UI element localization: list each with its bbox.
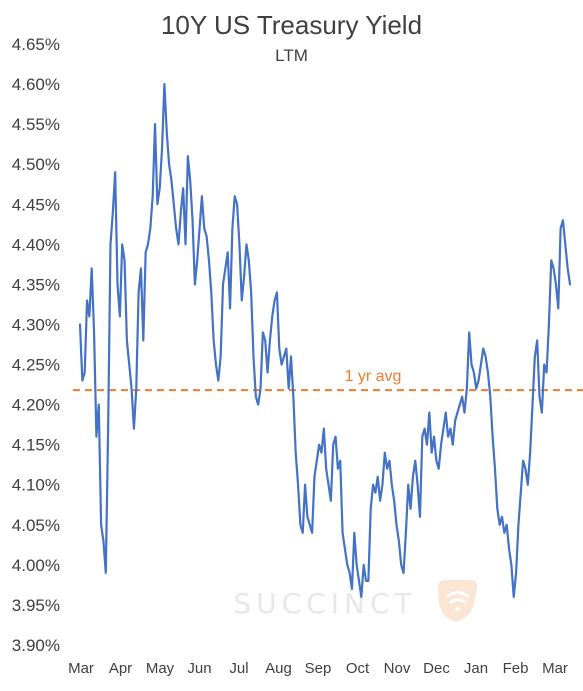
- x-tick-label: Apr: [109, 660, 132, 677]
- x-tick-label: Nov: [384, 660, 411, 677]
- x-tick-label: Aug: [265, 660, 292, 677]
- watermark: SUCCINCT: [233, 580, 478, 622]
- y-tick-label: 4.55%: [12, 115, 60, 134]
- y-axis: 4.65% 4.60% 4.55% 4.50% 4.45% 4.40% 4.35% 4.30%…: [12, 35, 60, 655]
- chart-subtitle: LTM: [275, 46, 308, 65]
- y-tick-label: 4.45%: [12, 195, 60, 214]
- x-axis: Mar Apr May Jun Jul Aug Sep Oct Nov Dec Jan Feb Mar: [68, 660, 568, 677]
- x-tick-label: Oct: [346, 660, 370, 677]
- y-tick-label: 4.65%: [12, 35, 60, 54]
- y-tick-label: 4.35%: [12, 275, 60, 294]
- y-tick-label: 4.60%: [12, 75, 60, 94]
- y-tick-label: 4.25%: [12, 356, 60, 375]
- x-tick-label: Mar: [68, 660, 94, 677]
- y-tick-label: 4.30%: [12, 315, 60, 334]
- y-tick-label: 4.10%: [12, 476, 60, 495]
- y-tick-label: 3.90%: [12, 636, 60, 655]
- x-tick-label: Jun: [187, 660, 211, 677]
- chart-title: 10Y US Treasury Yield: [160, 10, 423, 40]
- y-tick-label: 4.20%: [12, 396, 60, 415]
- x-tick-label: Jul: [229, 660, 248, 677]
- average-label: 1 yr avg: [345, 368, 402, 385]
- y-tick-label: 4.05%: [12, 516, 60, 535]
- x-tick-label: Feb: [503, 660, 529, 677]
- average-line-group: 1 yr avg: [73, 368, 583, 392]
- series-line: [78, 82, 572, 599]
- y-tick-label: 4.15%: [12, 436, 60, 455]
- y-tick-label: 3.95%: [12, 596, 60, 615]
- series-group: [78, 82, 572, 599]
- y-tick-label: 4.40%: [12, 235, 60, 254]
- watermark-logo-icon: [438, 580, 478, 622]
- y-tick-label: 4.50%: [12, 155, 60, 174]
- x-tick-label: Dec: [423, 660, 450, 677]
- x-tick-label: Mar: [542, 660, 568, 677]
- x-tick-label: Sep: [305, 660, 332, 677]
- y-tick-label: 4.00%: [12, 556, 60, 575]
- x-tick-label: May: [146, 660, 175, 677]
- x-tick-label: Jan: [464, 660, 488, 677]
- watermark-text: SUCCINCT: [233, 587, 416, 620]
